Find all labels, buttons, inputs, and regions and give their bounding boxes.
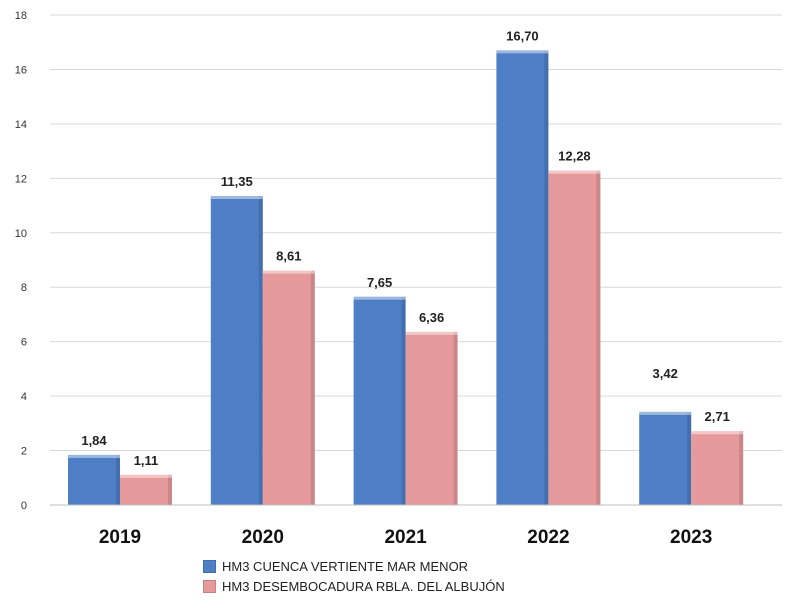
data-labels: 1,84 1,11 11,35 8,61 7,65 6,36 16,70 12,28 3,42 2…	[81, 28, 730, 467]
bar-2-2021	[405, 331, 458, 505]
x-axis-ticks: 2019 2020 2021 2022 2023	[99, 527, 712, 548]
legend-swatch-series-2	[203, 579, 216, 593]
data-label: 7,65	[367, 275, 392, 290]
data-label: 6,36	[419, 310, 444, 325]
bar-highlight	[68, 454, 120, 458]
bar-highlight	[262, 270, 315, 274]
bars	[68, 50, 744, 506]
gridlines	[50, 14, 782, 452]
y-tick-label: 0	[21, 500, 27, 512]
bar-shade	[687, 411, 692, 505]
x-tick-label: 2023	[670, 527, 712, 548]
data-label: 12,28	[558, 149, 591, 164]
bar-1-2019	[68, 454, 120, 505]
bar-highlight	[496, 50, 549, 54]
bar-shade	[544, 50, 549, 506]
bar-2-2022	[548, 170, 601, 505]
data-label: 1,84	[81, 433, 107, 448]
data-label: 1,11	[134, 453, 159, 468]
legend-label-series-2: HM3 DESEMBOCADURA RBLA. DEL ALBUJÓN	[222, 578, 505, 594]
bar-2-2020	[262, 270, 315, 505]
y-tick-label: 18	[15, 10, 27, 22]
bar-shade	[453, 331, 458, 505]
x-tick-label: 2019	[99, 527, 141, 548]
y-tick-label: 16	[15, 64, 27, 76]
bar-highlight	[353, 296, 406, 300]
bar-highlight	[210, 196, 263, 200]
y-tick-label: 6	[21, 337, 27, 349]
data-label: 11,35	[221, 174, 253, 189]
bar-1-2021	[353, 296, 406, 505]
bar-1-2020	[210, 196, 263, 505]
bar-highlight	[405, 331, 458, 335]
y-tick-label: 8	[21, 282, 27, 294]
data-label: 2,71	[705, 409, 730, 424]
bar-1-2023	[639, 411, 692, 505]
legend-label-series-1: HM3 CUENCA VERTIENTE MAR MENOR	[222, 558, 469, 574]
bar-highlight	[691, 431, 744, 435]
data-label: 3,42	[653, 366, 678, 381]
x-tick-label: 2020	[242, 527, 284, 548]
x-tick-label: 2022	[527, 527, 569, 548]
y-axis-ticks: 0 2 4 6 8 10 12 14 16 18	[15, 10, 27, 512]
bar-shade	[258, 196, 263, 505]
bar-highlight	[639, 411, 692, 415]
y-tick-label: 12	[15, 173, 27, 185]
bar-shade	[168, 474, 172, 505]
bar-highlight	[120, 474, 172, 478]
bar-shade	[596, 170, 601, 505]
x-tick-label: 2021	[384, 527, 427, 548]
bar-shade	[401, 296, 406, 505]
y-tick-label: 4	[21, 391, 27, 403]
bar-2-2023	[691, 431, 744, 505]
data-label: 8,61	[276, 249, 301, 264]
bar-shade	[310, 270, 315, 505]
legend-item-series-2: HM3 DESEMBOCADURA RBLA. DEL ALBUJÓN	[203, 576, 505, 596]
bar-1-2022	[496, 50, 549, 506]
y-tick-label: 10	[15, 228, 27, 240]
bar-shade	[116, 454, 120, 505]
bar-highlight	[548, 170, 601, 174]
bar-shade	[739, 431, 744, 505]
legend-swatch-series-1	[203, 559, 216, 573]
legend-item-series-1: HM3 CUENCA VERTIENTE MAR MENOR	[203, 556, 505, 576]
legend: HM3 CUENCA VERTIENTE MAR MENOR HM3 DESEM…	[203, 556, 505, 596]
y-tick-label: 14	[15, 119, 27, 131]
y-tick-label: 2	[21, 446, 27, 458]
bar-2-2019	[120, 474, 172, 505]
data-label: 16,70	[506, 28, 539, 43]
